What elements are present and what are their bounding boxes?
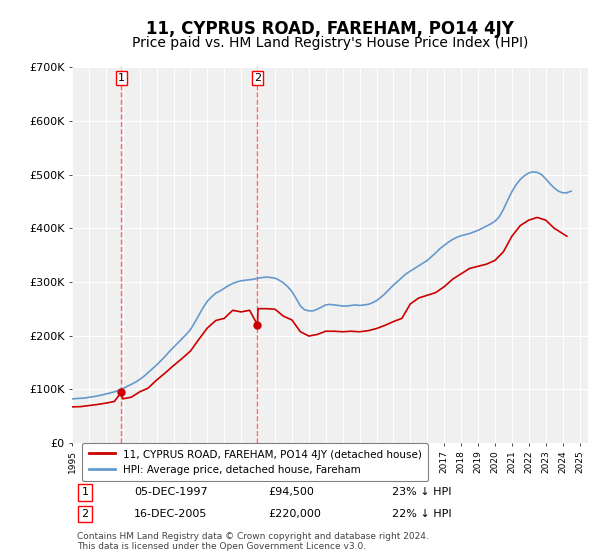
Text: 11, CYPRUS ROAD, FAREHAM, PO14 4JY: 11, CYPRUS ROAD, FAREHAM, PO14 4JY: [146, 20, 514, 38]
Text: 23% ↓ HPI: 23% ↓ HPI: [392, 487, 451, 497]
Text: Price paid vs. HM Land Registry's House Price Index (HPI): Price paid vs. HM Land Registry's House …: [132, 36, 528, 50]
Text: 2: 2: [254, 73, 261, 83]
Text: £220,000: £220,000: [268, 509, 321, 519]
Text: 16-DEC-2005: 16-DEC-2005: [134, 509, 207, 519]
Text: 05-DEC-1997: 05-DEC-1997: [134, 487, 208, 497]
Text: £94,500: £94,500: [268, 487, 314, 497]
Legend: 11, CYPRUS ROAD, FAREHAM, PO14 4JY (detached house), HPI: Average price, detache: 11, CYPRUS ROAD, FAREHAM, PO14 4JY (deta…: [82, 443, 428, 481]
Text: 22% ↓ HPI: 22% ↓ HPI: [392, 509, 452, 519]
Text: Contains HM Land Registry data © Crown copyright and database right 2024.
This d: Contains HM Land Registry data © Crown c…: [77, 532, 429, 552]
Text: 2: 2: [82, 509, 88, 519]
Text: 1: 1: [118, 73, 125, 83]
Text: 1: 1: [82, 487, 88, 497]
